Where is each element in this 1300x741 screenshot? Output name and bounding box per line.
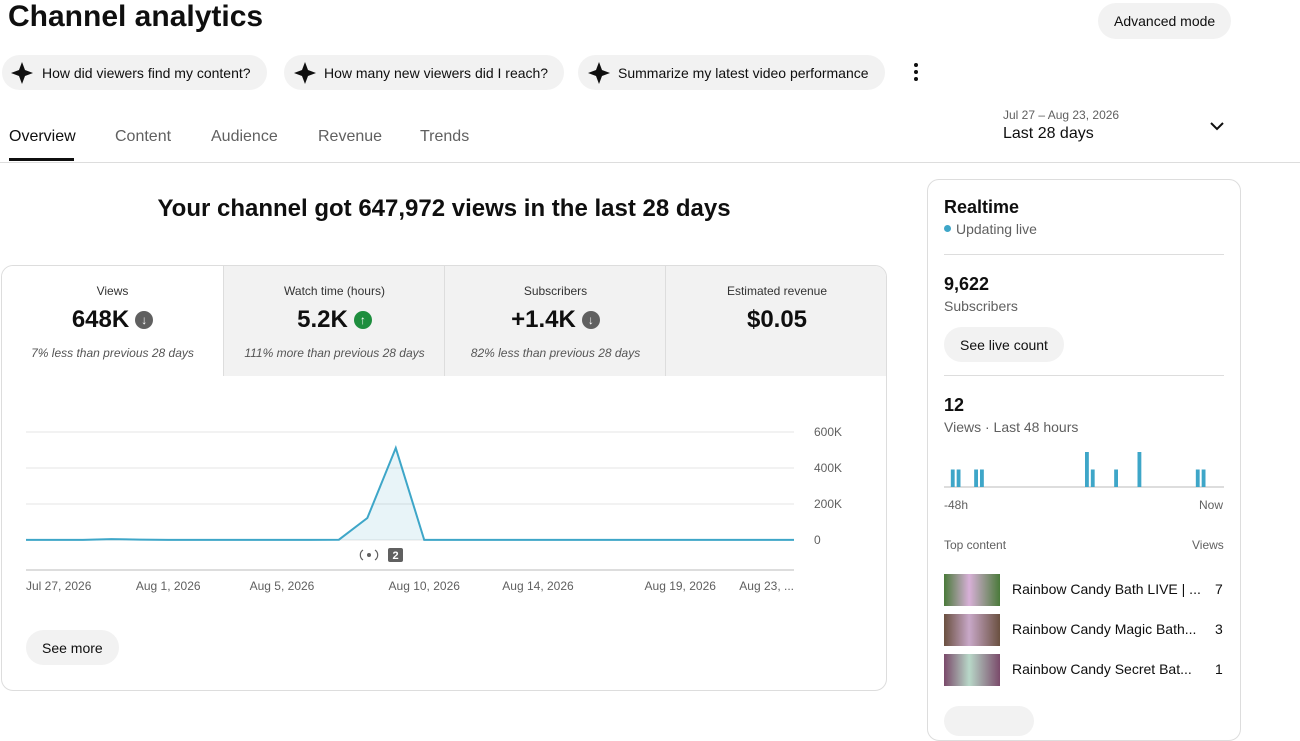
tab[interactable]: Overview [9,128,76,145]
metric-tab[interactable]: Views 648K ↓ 7% less than previous 28 days [2,266,223,376]
bar [1114,469,1118,487]
more-menu[interactable] [908,60,924,84]
views-label: Views · Last 48 hours [944,419,1079,435]
metric-value: 648K [71,306,130,333]
annotation-box [388,548,403,562]
realtime-chart [944,452,1224,488]
video-title[interactable]: Rainbow Candy Secret Bat... [1012,661,1192,677]
x-tick-label: Aug 1, 2026 [136,579,201,593]
metric-label: Subscribers [523,284,588,298]
divider [0,162,1300,163]
metric-change: 82% less than previous 28 days [470,346,641,360]
video-title[interactable]: Rainbow Candy Magic Bath... [1012,621,1197,637]
tab[interactable]: Trends [420,128,470,145]
metric-value: $0.05 [746,306,808,333]
prompt-chip[interactable]: How many new viewers did I reach? [284,55,565,90]
dropdown-arrow[interactable] [1208,120,1226,134]
prompt-chip[interactable]: Summarize my latest video performance [578,55,885,90]
bar [956,469,961,487]
views-column: Views [1192,538,1224,552]
live-icon [359,549,379,561]
see-live-count-button[interactable]: See live count [944,327,1064,362]
see-more-button[interactable] [944,706,1034,736]
divider [944,375,1224,376]
metric-value: 5.2K [297,306,348,333]
axis-start: -48h [944,498,969,512]
thumbnail[interactable] [944,614,1000,646]
prompt-chip[interactable]: How did viewers find my content? [2,55,267,90]
date-label[interactable]: Last 28 days [1003,125,1094,142]
trend-down-icon: ↓ [135,311,154,329]
video-views: 1 [1215,661,1223,677]
video-title[interactable]: Rainbow Candy Bath LIVE | ... [1012,581,1201,597]
live-icon-dot [367,553,371,557]
bar [1195,469,1200,487]
tab[interactable]: Content [115,128,172,145]
subscriber-label: Subscribers [944,298,1018,314]
trend-up-icon: ↑ [353,311,372,329]
sparkle-icons [11,62,610,84]
thumbnail[interactable] [944,654,1000,686]
prompt-text: How many new viewers did I reach? [324,64,549,81]
video-views: 3 [1215,621,1223,637]
annotation: 2 [392,550,398,562]
metric-label: Views [96,284,129,298]
prompt-text: Summarize my latest video performance [618,64,869,81]
divider [944,254,1224,255]
prompt-text: How did viewers find my content? [42,64,251,81]
live-dot [944,225,951,232]
live-status: Updating live [956,221,1037,237]
metric-change: 111% more than previous 28 days [244,346,425,360]
x-tick-label: Jul 27, 2026 [26,579,92,593]
views-chart: 0 200K 400K 600K Jul 27, 2026 Aug 1, 2026 Aug … [26,425,842,593]
metric-tab[interactable]: Estimated revenue $0.05 [665,266,886,376]
bar [950,469,955,487]
bar [1085,452,1089,487]
y-tick-label: 600K [814,425,842,439]
bar [1201,469,1206,487]
page-title: Channel analytics [8,0,264,33]
subscriber-count: 9,622 [944,274,990,294]
bar [980,469,984,487]
x-tick-label: Aug 23, ... [739,579,794,593]
metric-value: +1.4K [511,306,576,333]
trend-down-icon: ↓ [581,311,600,329]
axis-end: Now [1199,498,1224,512]
views-count: 12 [944,395,965,415]
video-views: 7 [1215,581,1223,597]
tab[interactable]: Audience [211,128,278,145]
tab-indicator [9,158,74,161]
see-more-button[interactable]: See more [26,630,119,665]
bar [1137,452,1142,487]
top-content-title: Top content [944,538,1007,552]
date-range: Jul 27 – Aug 23, 2026 [1003,108,1120,122]
y-tick-label: 0 [814,533,821,547]
thumbnail[interactable] [944,574,1000,606]
x-tick-label: Aug 19, 2026 [645,579,717,593]
bar [1090,469,1095,487]
headline: Your channel got 647,972 views in the la… [157,195,731,222]
chart-card: Views 648K ↓ 7% less than previous 28 days … [1,265,887,691]
realtime-title: Realtime [944,197,1020,217]
metric-label: Watch time (hours) [284,284,385,298]
metric-tab[interactable]: Watch time (hours) 5.2K ↑ 111% more than pr… [223,266,445,376]
metric-tab[interactable]: Subscribers +1.4K ↓ 82% less than previous … [444,266,666,376]
x-tick-label: Aug 10, 2026 [389,579,461,593]
x-tick-label: Aug 5, 2026 [250,579,315,593]
y-tick-label: 200K [814,497,842,511]
metric-change: 7% less than previous 28 days [31,346,194,360]
bar [974,469,978,487]
tab[interactable]: Revenue [318,128,383,145]
metric-label: Estimated revenue [726,284,828,298]
y-tick-label: 400K [814,461,842,475]
advanced-mode-button[interactable]: Advanced mode [1098,3,1232,39]
x-tick-label: Aug 14, 2026 [502,579,574,593]
line [26,445,794,541]
